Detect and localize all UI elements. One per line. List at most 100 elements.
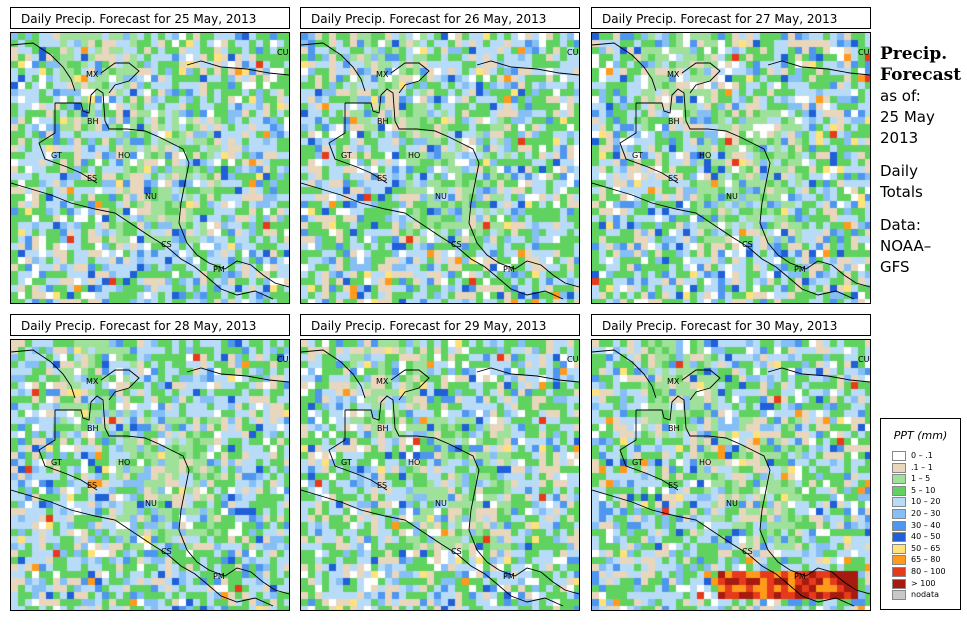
country-label: MX <box>376 70 389 79</box>
legend-swatch <box>892 474 906 485</box>
asof-date-line2: 2013 <box>880 129 919 147</box>
legend-swatch <box>892 578 906 589</box>
country-label: CS <box>742 547 753 556</box>
country-label: HO <box>118 458 131 467</box>
country-label: CU <box>858 355 870 364</box>
legend-swatch <box>892 567 906 577</box>
legend-label: 10 – 20 <box>911 497 941 507</box>
country-label: PM <box>503 265 515 274</box>
country-label: CU <box>277 48 289 57</box>
forecast-panel-5: Daily Precip. Forecast for 29 May, 2013 … <box>300 314 580 611</box>
legend-swatch <box>892 532 906 543</box>
precip-grid <box>592 340 870 610</box>
legend-label: 80 – 100 <box>911 567 946 576</box>
country-label: MX <box>667 70 680 79</box>
country-label: NU <box>435 499 447 508</box>
coastline <box>592 42 870 300</box>
country-label: HO <box>118 151 131 160</box>
country-label: NU <box>726 499 738 508</box>
legend-label: 0 – .1 <box>911 451 933 460</box>
legend-swatch <box>892 520 906 531</box>
coastline-overlay <box>11 42 289 300</box>
country-label: NU <box>726 192 738 201</box>
country-label: CU <box>277 355 289 364</box>
country-label: HO <box>408 458 421 467</box>
totals-label: Totals <box>880 183 923 201</box>
legend-swatch <box>892 485 906 496</box>
country-label: BH <box>377 424 389 433</box>
data-source-line1: NOAA– <box>880 237 932 255</box>
panel-title: Daily Precip. Forecast for 25 May, 2013 <box>10 7 290 29</box>
data-label: Data: <box>880 216 921 234</box>
country-label: ES <box>377 174 388 183</box>
country-label: ES <box>87 174 98 183</box>
precip-map: CU MX BH GT HO ES NU CS PM <box>10 339 290 611</box>
country-label: BH <box>668 424 680 433</box>
legend-label: 40 – 50 <box>911 532 941 542</box>
country-label: GT <box>51 151 62 160</box>
forecast-panel-4: Daily Precip. Forecast for 28 May, 2013 … <box>10 314 290 611</box>
country-label: BH <box>377 117 389 126</box>
country-label: GT <box>341 151 352 160</box>
country-label: CS <box>742 240 753 249</box>
country-label: PM <box>794 265 806 274</box>
forecast-panel-2: Daily Precip. Forecast for 26 May, 2013 … <box>300 7 580 304</box>
country-label: PM <box>503 572 515 581</box>
side-info: Precip. Forecast as of: 25 May 2013 Dail… <box>880 44 966 278</box>
country-label: CU <box>858 48 870 57</box>
country-label: PM <box>213 265 225 274</box>
legend-label: 1 – 5 <box>911 474 931 484</box>
country-label: GT <box>51 458 62 467</box>
legend-swatch <box>892 462 906 473</box>
country-label: HO <box>699 458 712 467</box>
forecast-panel-6: Daily Precip. Forecast for 30 May, 2013 … <box>591 314 871 611</box>
country-label: CU <box>567 355 579 364</box>
country-label: CS <box>161 547 172 556</box>
country-label: HO <box>699 151 712 160</box>
country-label: PM <box>794 572 806 581</box>
daily-label: Daily <box>880 162 918 180</box>
country-label: ES <box>377 481 388 490</box>
country-label: NU <box>435 192 447 201</box>
coastline-overlay <box>301 42 579 300</box>
legend-swatch <box>892 509 906 519</box>
coastline-overlay <box>301 349 579 607</box>
legend-label: 30 – 40 <box>911 520 941 530</box>
side-title-line2: Forecast <box>880 65 962 85</box>
country-label: ES <box>668 481 679 490</box>
coastline-overlay <box>592 42 870 300</box>
legend-swatch <box>892 451 906 461</box>
country-label: MX <box>667 377 680 386</box>
country-label: CU <box>567 48 579 57</box>
forecast-panel-3: Daily Precip. Forecast for 27 May, 2013 … <box>591 7 871 304</box>
coastline-overlay <box>592 349 870 607</box>
country-label: MX <box>86 377 99 386</box>
precip-grid <box>11 340 289 610</box>
country-label: MX <box>376 377 389 386</box>
country-label: BH <box>87 117 99 126</box>
coastline-overlay <box>11 349 289 607</box>
panel-title: Daily Precip. Forecast for 26 May, 2013 <box>300 7 580 29</box>
precip-map: CU MX BH GT HO ES NU CS PM <box>591 32 871 304</box>
precip-grid <box>592 33 870 303</box>
country-label: CS <box>451 547 462 556</box>
coastline <box>301 42 579 300</box>
side-title-line1: Precip. <box>880 44 948 64</box>
precip-map: CU MX BH GT HO ES NU CS PM <box>300 32 580 304</box>
panel-title: Daily Precip. Forecast for 30 May, 2013 <box>591 314 871 336</box>
legend-title: PPT (mm) <box>893 429 948 442</box>
precip-map: CU MX BH GT HO ES NU CS PM <box>10 32 290 304</box>
country-label: GT <box>341 458 352 467</box>
panel-title: Daily Precip. Forecast for 28 May, 2013 <box>10 314 290 336</box>
asof-date-line1: 25 May <box>880 108 935 126</box>
legend-swatch <box>892 590 906 601</box>
asof-label: as of: <box>880 87 921 105</box>
country-label: CS <box>451 240 462 249</box>
coastline <box>301 349 579 607</box>
forecast-panel-1: Daily Precip. Forecast for 25 May, 2013 … <box>10 7 290 304</box>
country-label: ES <box>87 481 98 490</box>
country-label: ES <box>668 174 679 183</box>
country-label: HO <box>408 151 421 160</box>
legend-swatch <box>892 555 906 566</box>
